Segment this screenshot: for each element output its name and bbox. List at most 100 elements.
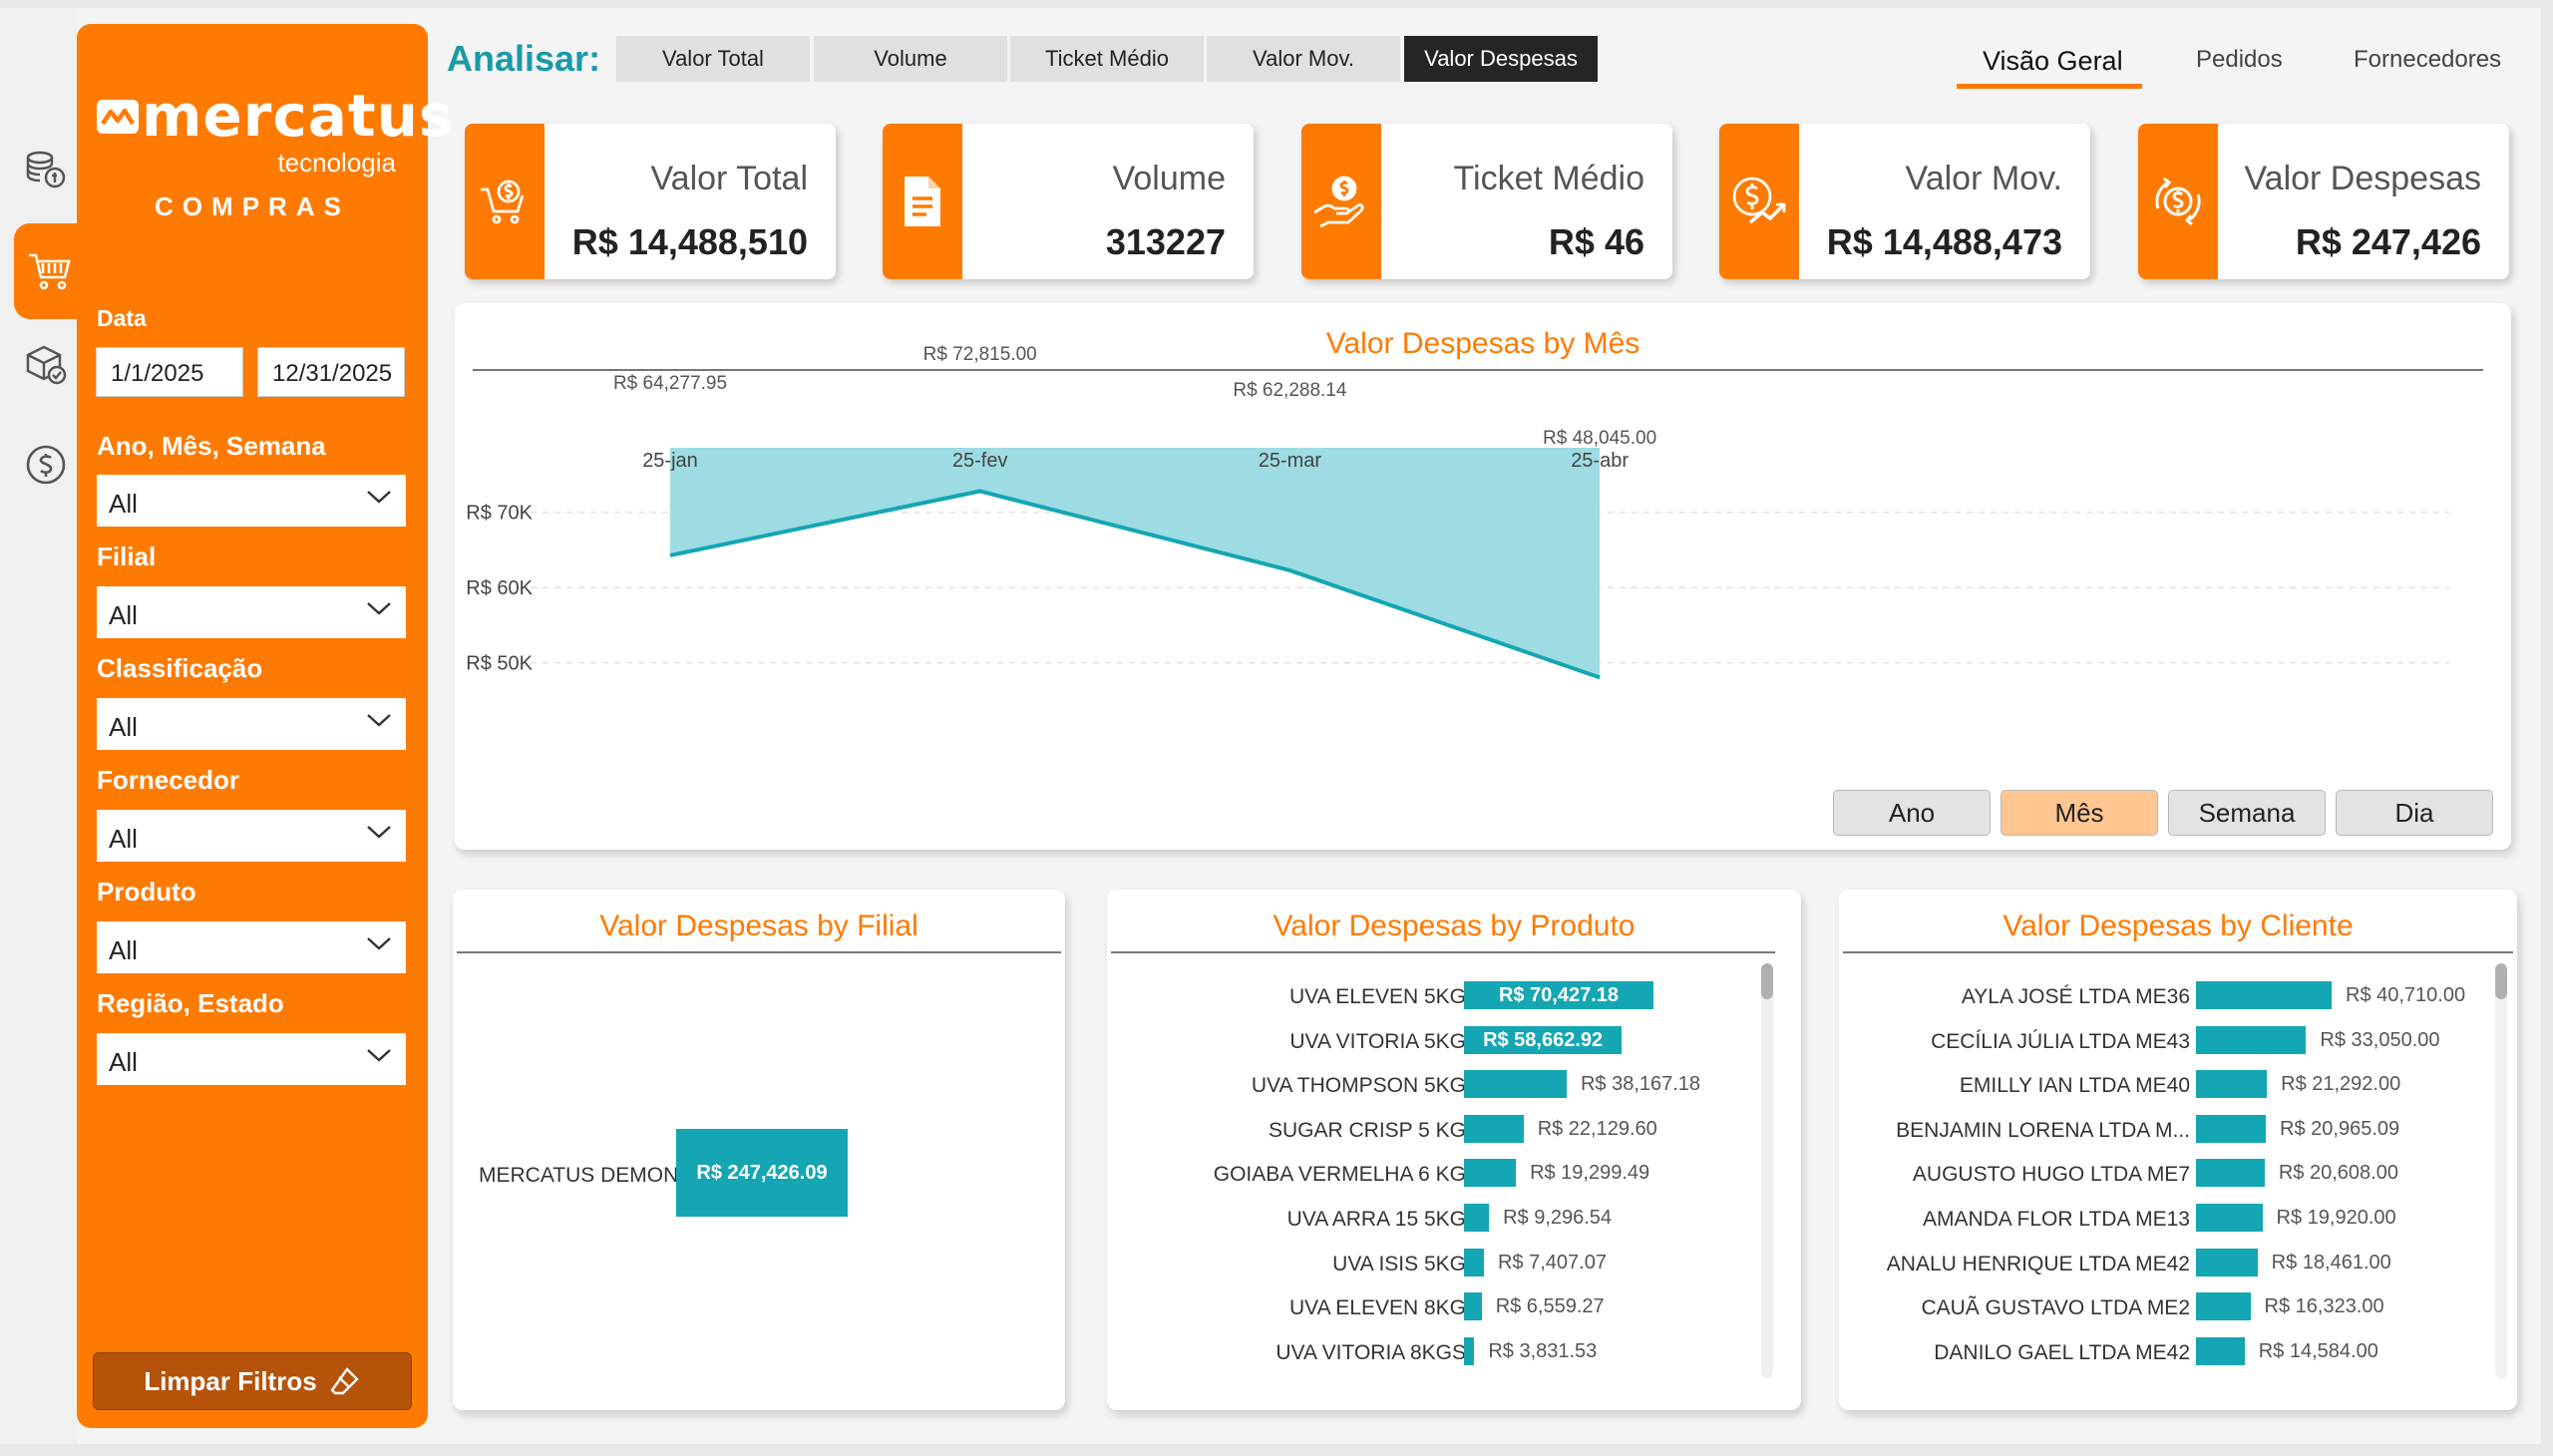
date-start-input[interactable]: 1/1/2025 bbox=[96, 347, 243, 397]
filter-label-regiao-estado: Região, Estado bbox=[97, 988, 284, 1018]
bar[interactable] bbox=[2196, 1292, 2251, 1321]
package-check-icon[interactable] bbox=[16, 335, 76, 395]
bar[interactable] bbox=[1464, 1248, 1484, 1276]
kpi-title: Ticket Médio bbox=[1453, 160, 1644, 197]
filter-label-produto: Produto bbox=[97, 877, 196, 907]
chart-card-despesas-by-produto: Valor Despesas by Produto UVA ELEVEN 5KG… bbox=[1107, 890, 1801, 1410]
dropdown-produto[interactable]: All bbox=[97, 921, 406, 973]
bar-category-label: UVA ELEVEN 5KG bbox=[1288, 985, 1466, 1008]
bar[interactable] bbox=[2196, 1336, 2245, 1365]
bar[interactable] bbox=[2196, 1025, 2307, 1054]
kpi-value: R$ 14,488,510 bbox=[571, 221, 808, 262]
bar[interactable] bbox=[2196, 1204, 2263, 1232]
coins-stack-icon[interactable] bbox=[16, 140, 76, 199]
bar-category-label: UVA ELEVEN 8KG bbox=[1288, 1296, 1466, 1320]
bar[interactable] bbox=[1464, 1114, 1524, 1143]
nav-visao-geral[interactable]: Visão Geral bbox=[1983, 46, 2123, 76]
bar[interactable] bbox=[676, 1129, 848, 1217]
kpi-card-ticket-medio: Ticket Médio R$ 46 bbox=[1301, 124, 1672, 279]
tab-ticket-medio[interactable]: Ticket Médio bbox=[1010, 36, 1204, 82]
bar[interactable] bbox=[2196, 981, 2332, 1009]
chevron-down-icon bbox=[367, 714, 391, 727]
dollar-circle-icon[interactable] bbox=[16, 435, 76, 495]
nav-fornecedores[interactable]: Fornecedores bbox=[2354, 46, 2502, 73]
chart-title: Valor Despesas by Cliente bbox=[2003, 910, 2354, 942]
kpi-value: R$ 14,488,473 bbox=[1826, 221, 2062, 262]
kpi-card-volume: Volume 313227 bbox=[883, 124, 1254, 279]
bar-category-label: CAUÃ GUSTAVO LTDA ME2 bbox=[1921, 1296, 2190, 1320]
bar-value-label: R$ 38,167.18 bbox=[1580, 1073, 1701, 1096]
chevron-down-icon bbox=[367, 826, 391, 839]
chart-title: Valor Despesas by Produto bbox=[1273, 910, 1636, 942]
chevron-down-icon bbox=[367, 937, 391, 950]
chart-card-despesas-by-cliente: Valor Despesas by Cliente AYLA JOSÉ LTDA… bbox=[1839, 890, 2517, 1410]
kpi-value: R$ 247,426 bbox=[2295, 221, 2481, 262]
bar-value-label: R$ 21,292.00 bbox=[2281, 1073, 2401, 1096]
kpi-title: Valor Mov. bbox=[1905, 160, 2062, 197]
bar-category-label: ANALU HENRIQUE LTDA ME42 bbox=[1886, 1252, 2190, 1275]
granularity-ano-button[interactable]: Ano bbox=[1833, 790, 1991, 836]
granularity-semana-button[interactable]: Semana bbox=[2168, 790, 2326, 836]
bar-value-label: R$ 14,584.00 bbox=[2258, 1339, 2378, 1362]
data-label: R$ 48,045.00 bbox=[1543, 428, 1656, 449]
kpi-value: R$ 46 bbox=[1548, 221, 1644, 262]
clear-filters-button[interactable]: Limpar Filtros bbox=[93, 1352, 412, 1410]
bar-category-label: AYLA JOSÉ LTDA ME36 bbox=[1961, 985, 2190, 1008]
scrollbar[interactable] bbox=[1761, 963, 1773, 1378]
tab-valor-total[interactable]: Valor Total bbox=[616, 36, 810, 82]
bar-category-label: MERCATUS DEMONSTRA... bbox=[479, 1164, 752, 1187]
bar-value-label: R$ 19,920.00 bbox=[2276, 1207, 2396, 1229]
scrollbar-thumb[interactable] bbox=[1761, 963, 1773, 999]
kpi-card-valor-mov: Valor Mov. R$ 14,488,473 bbox=[1719, 124, 2090, 279]
kpi-card-valor-total: Valor Total R$ 14,488,510 bbox=[465, 124, 836, 279]
module-title: COMPRAS bbox=[155, 191, 350, 221]
bar-value-label: R$ 33,050.00 bbox=[2320, 1028, 2440, 1051]
bar-value-label: R$ 58,662.92 bbox=[1483, 1028, 1604, 1051]
filter-label-ano-mes-semana: Ano, Mês, Semana bbox=[97, 431, 326, 461]
bar-category-label: CECÍLIA JÚLIA LTDA ME43 bbox=[1931, 1029, 2190, 1053]
title-rule bbox=[457, 951, 1061, 953]
filter-label-filial: Filial bbox=[97, 542, 157, 571]
bar[interactable] bbox=[2196, 1070, 2268, 1099]
bar[interactable] bbox=[1464, 1070, 1567, 1099]
granularity-mes-button[interactable]: Mês bbox=[2001, 790, 2158, 836]
dropdown-filial[interactable]: All bbox=[97, 586, 406, 638]
dropdown-fornecedor[interactable]: All bbox=[97, 810, 406, 862]
y-tick-label: R$ 70K bbox=[466, 503, 533, 525]
bar-category-label: BENJAMIN LORENA LTDA M... bbox=[1896, 1118, 2190, 1142]
bar[interactable] bbox=[2196, 1159, 2265, 1188]
dropdown-regiao-estado[interactable]: All bbox=[97, 1033, 406, 1085]
dropdown-ano-mes-semana[interactable]: All bbox=[97, 475, 406, 527]
brand-mark-icon bbox=[97, 100, 139, 134]
bar[interactable] bbox=[1464, 1159, 1517, 1188]
tab-volume[interactable]: Volume bbox=[814, 36, 1007, 82]
x-tick-label: 25-mar bbox=[1259, 450, 1322, 472]
kpi-title: Valor Despesas bbox=[2244, 160, 2482, 197]
cart-icon[interactable] bbox=[20, 241, 80, 301]
bar[interactable] bbox=[1464, 1025, 1623, 1054]
scrollbar-thumb[interactable] bbox=[2495, 963, 2507, 999]
tab-valor-despesas[interactable]: Valor Despesas bbox=[1404, 36, 1598, 82]
brand-logo: mercatus tecnologia bbox=[87, 70, 453, 180]
dropdown-classificacao[interactable]: All bbox=[97, 698, 406, 750]
tab-valor-mov[interactable]: Valor Mov. bbox=[1207, 36, 1400, 82]
nav-pedidos[interactable]: Pedidos bbox=[2196, 46, 2283, 73]
bar-value-label: R$ 18,461.00 bbox=[2271, 1251, 2391, 1274]
bar[interactable] bbox=[2196, 1114, 2267, 1143]
filter-label-fornecedor: Fornecedor bbox=[97, 765, 240, 795]
kpi-card-valor-despesas: Valor Despesas R$ 247,426 bbox=[2138, 124, 2509, 279]
nav-active-underline bbox=[1957, 84, 2142, 89]
bar[interactable] bbox=[1464, 981, 1653, 1009]
date-end-input[interactable]: 12/31/2025 bbox=[257, 347, 405, 397]
clear-filters-label: Limpar Filtros bbox=[144, 1365, 317, 1396]
bar[interactable] bbox=[1464, 1336, 1475, 1365]
coin-cycle-icon bbox=[2138, 124, 2218, 279]
bar[interactable] bbox=[1464, 1292, 1482, 1321]
granularity-dia-button[interactable]: Dia bbox=[2336, 790, 2493, 836]
bar-value-label: R$ 22,129.60 bbox=[1537, 1117, 1657, 1140]
scrollbar[interactable] bbox=[2495, 963, 2507, 1378]
brand-sub: tecnologia bbox=[277, 148, 396, 178]
bar[interactable] bbox=[1464, 1204, 1490, 1232]
dropdown-value: All bbox=[109, 824, 138, 854]
bar[interactable] bbox=[2196, 1248, 2258, 1276]
